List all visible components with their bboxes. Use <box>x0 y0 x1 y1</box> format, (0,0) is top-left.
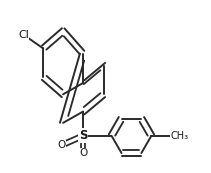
Text: O: O <box>79 148 87 158</box>
Text: CH₃: CH₃ <box>170 131 188 141</box>
Text: Cl: Cl <box>18 30 29 40</box>
Text: S: S <box>79 129 87 142</box>
Text: O: O <box>57 140 65 150</box>
